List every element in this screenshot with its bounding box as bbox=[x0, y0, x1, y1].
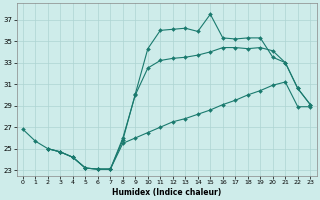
X-axis label: Humidex (Indice chaleur): Humidex (Indice chaleur) bbox=[112, 188, 221, 197]
